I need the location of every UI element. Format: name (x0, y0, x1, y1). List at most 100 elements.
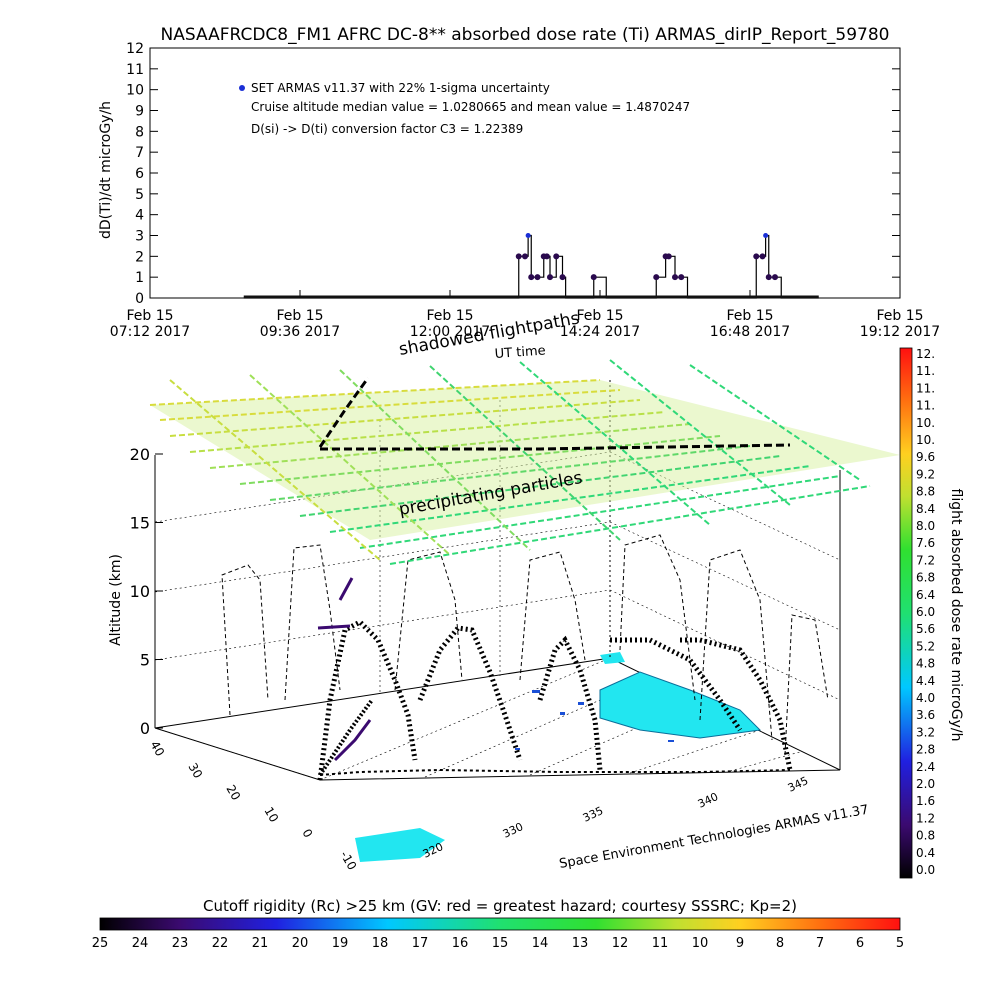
dose-x-tick-day: Feb 15 (576, 308, 623, 324)
dose-colorbar-tick: 1.2 (916, 811, 935, 825)
altitude-tick-label: 0 (140, 719, 150, 738)
dose-x-tick-time: 16:48 2017 (710, 324, 790, 340)
rc-colorbar-tick: 7 (816, 936, 824, 951)
cutoff-rigidity-colorbar: Cutoff rigidity (Rc) >25 km (GV: red = g… (92, 897, 904, 951)
legend-line-2: Cruise altitude median value = 1.0280665… (251, 100, 690, 114)
dose-point (528, 274, 535, 281)
rc-colorbar-ticks: 25 24 23 22 21 20 19 18 17 16 15 14 13 12 11 10 9 8 7 6 5 (92, 936, 904, 951)
rc-colorbar-tick: 21 (252, 936, 269, 951)
dose-colorbar-tick: 11. (916, 399, 935, 413)
rc-colorbar-tick: 5 (896, 936, 904, 951)
dose-series (243, 233, 819, 299)
legend-line-1: SET ARMAS v11.37 with 22% 1-sigma uncert… (251, 81, 550, 95)
altitude-tick-label: 20 (130, 445, 150, 464)
longitude-tick-label: 340 (696, 790, 721, 811)
latitude-tick-label: 40 (147, 739, 167, 759)
dose-y-tick-label: 3 (135, 229, 144, 245)
rc-colorbar-tick: 9 (736, 936, 744, 951)
dose-point (525, 233, 531, 238)
rc-colorbar-tick: 19 (332, 936, 349, 951)
dose-rate-colorbar: 12. 11. 11. 11. 10. 10. 9.6 9.2 8.8 8.4 8.0 7.6 7.2 6… (899, 347, 964, 879)
dose-colorbar-tick: 4.8 (916, 657, 935, 671)
dose-y-tick-label: 7 (135, 145, 144, 161)
dose-x-tick-day: Feb 15 (726, 308, 773, 324)
dashed-altitude-profiles (221, 534, 829, 756)
dose-y-tick-label: 0 (135, 291, 144, 307)
dose-y-tick-label: 6 (135, 166, 144, 182)
dose-y-tick-label: 8 (135, 124, 144, 140)
dose-point (547, 274, 553, 281)
dose-x-tick-day: Feb 15 (276, 308, 323, 324)
latitude-tick-label: -10 (337, 849, 359, 873)
dose-colorbar-tick: 8.4 (916, 502, 935, 516)
longitude-tick-label: 335 (581, 804, 606, 825)
dose-colorbar-tick: 1.6 (916, 794, 935, 808)
dose-point (678, 274, 685, 281)
dose-y-tick-label: 11 (126, 62, 144, 78)
cyan-region-bottom (355, 828, 445, 862)
rc-colorbar-tick: 14 (532, 936, 549, 951)
dose-colorbar-tick: 9.6 (916, 450, 935, 464)
dose-colorbar-label: flight absorbed dose rate microGy/h (948, 489, 964, 742)
altitude-tick-label: 15 (130, 514, 150, 533)
dose-x-tick-time: 19:12 2017 (860, 324, 940, 340)
purple-climb (317, 577, 372, 762)
dose-y-tick-label: 5 (135, 187, 144, 203)
rc-colorbar-tick: 6 (856, 936, 864, 951)
rc-colorbar-tick: 8 (776, 936, 784, 951)
flight-path-climb (318, 698, 374, 777)
blue-specks (515, 690, 674, 750)
dose-y-tick-label: 4 (135, 208, 144, 224)
dose-point (672, 274, 678, 281)
annotation-ut-time: UT time (494, 343, 546, 362)
dose-colorbar-bar (899, 347, 913, 879)
dose-x-tick-time: 07:12 2017 (110, 324, 190, 340)
precipitating-particles-grid (149, 359, 900, 565)
flight-path-cruise (317, 618, 793, 781)
map-floor (154, 652, 841, 862)
dose-colorbar-tick: 10. (916, 433, 935, 447)
dose-colorbar-tick: 5.6 (916, 622, 935, 636)
dose-x-tick-day: Feb 15 (426, 308, 473, 324)
dose-point (665, 253, 672, 260)
dose-colorbar-tick: 6.4 (916, 588, 935, 602)
latitude-tick-label: 20 (223, 783, 243, 803)
dose-y-tick-label: 9 (135, 104, 144, 120)
rc-colorbar-tick: 11 (652, 936, 669, 951)
dose-series-line (243, 234, 819, 299)
dose-y-label: dD(Ti)/dt microGy/h (98, 101, 114, 239)
dose-colorbar-tick: 0.8 (916, 829, 935, 843)
particle-grid-shadow (150, 380, 900, 540)
dose-x-tick-time: 09:36 2017 (260, 324, 340, 340)
dose-colorbar-tick: 2.0 (916, 777, 935, 791)
rc-colorbar-tick: 17 (412, 936, 429, 951)
rc-colorbar-title: Cutoff rigidity (Rc) >25 km (GV: red = g… (203, 897, 797, 915)
chart-title: NASAAFRCDC8_FM1 AFRC DC-8** absorbed dos… (161, 25, 890, 45)
longitude-tick-label: 330 (501, 820, 526, 841)
dose-colorbar-tick: 3.2 (916, 725, 935, 739)
rc-colorbar-tick: 13 (572, 936, 589, 951)
dose-colorbar-tick: 6.8 (916, 571, 935, 585)
dose-point (759, 253, 766, 260)
dose-point (763, 233, 769, 238)
dose-x-tick-day: Feb 15 (126, 308, 173, 324)
rc-colorbar-tick: 16 (452, 936, 469, 951)
dose-colorbar-tick: 10. (916, 416, 935, 430)
trajectory-3d-view: 0 5 10 15 20 Altitude (km) (108, 308, 900, 872)
dose-y-tick-label: 10 (126, 83, 144, 99)
shadow-flight-path (318, 377, 791, 451)
latitude-tick-label: 30 (185, 761, 205, 781)
dose-x-tick-day: Feb 15 (876, 308, 923, 324)
dose-colorbar-tick: 8.0 (916, 519, 935, 533)
altitude-tick-label: 5 (140, 651, 150, 670)
dose-point (772, 274, 778, 281)
dose-colorbar-tick: 5.2 (916, 639, 935, 653)
dose-y-tick-label: 2 (135, 249, 144, 265)
rc-colorbar-tick: 22 (212, 936, 229, 951)
rc-colorbar-tick: 20 (292, 936, 309, 951)
dose-colorbar-tick: 11. (916, 364, 935, 378)
latitude-tick-label: 10 (261, 805, 281, 825)
